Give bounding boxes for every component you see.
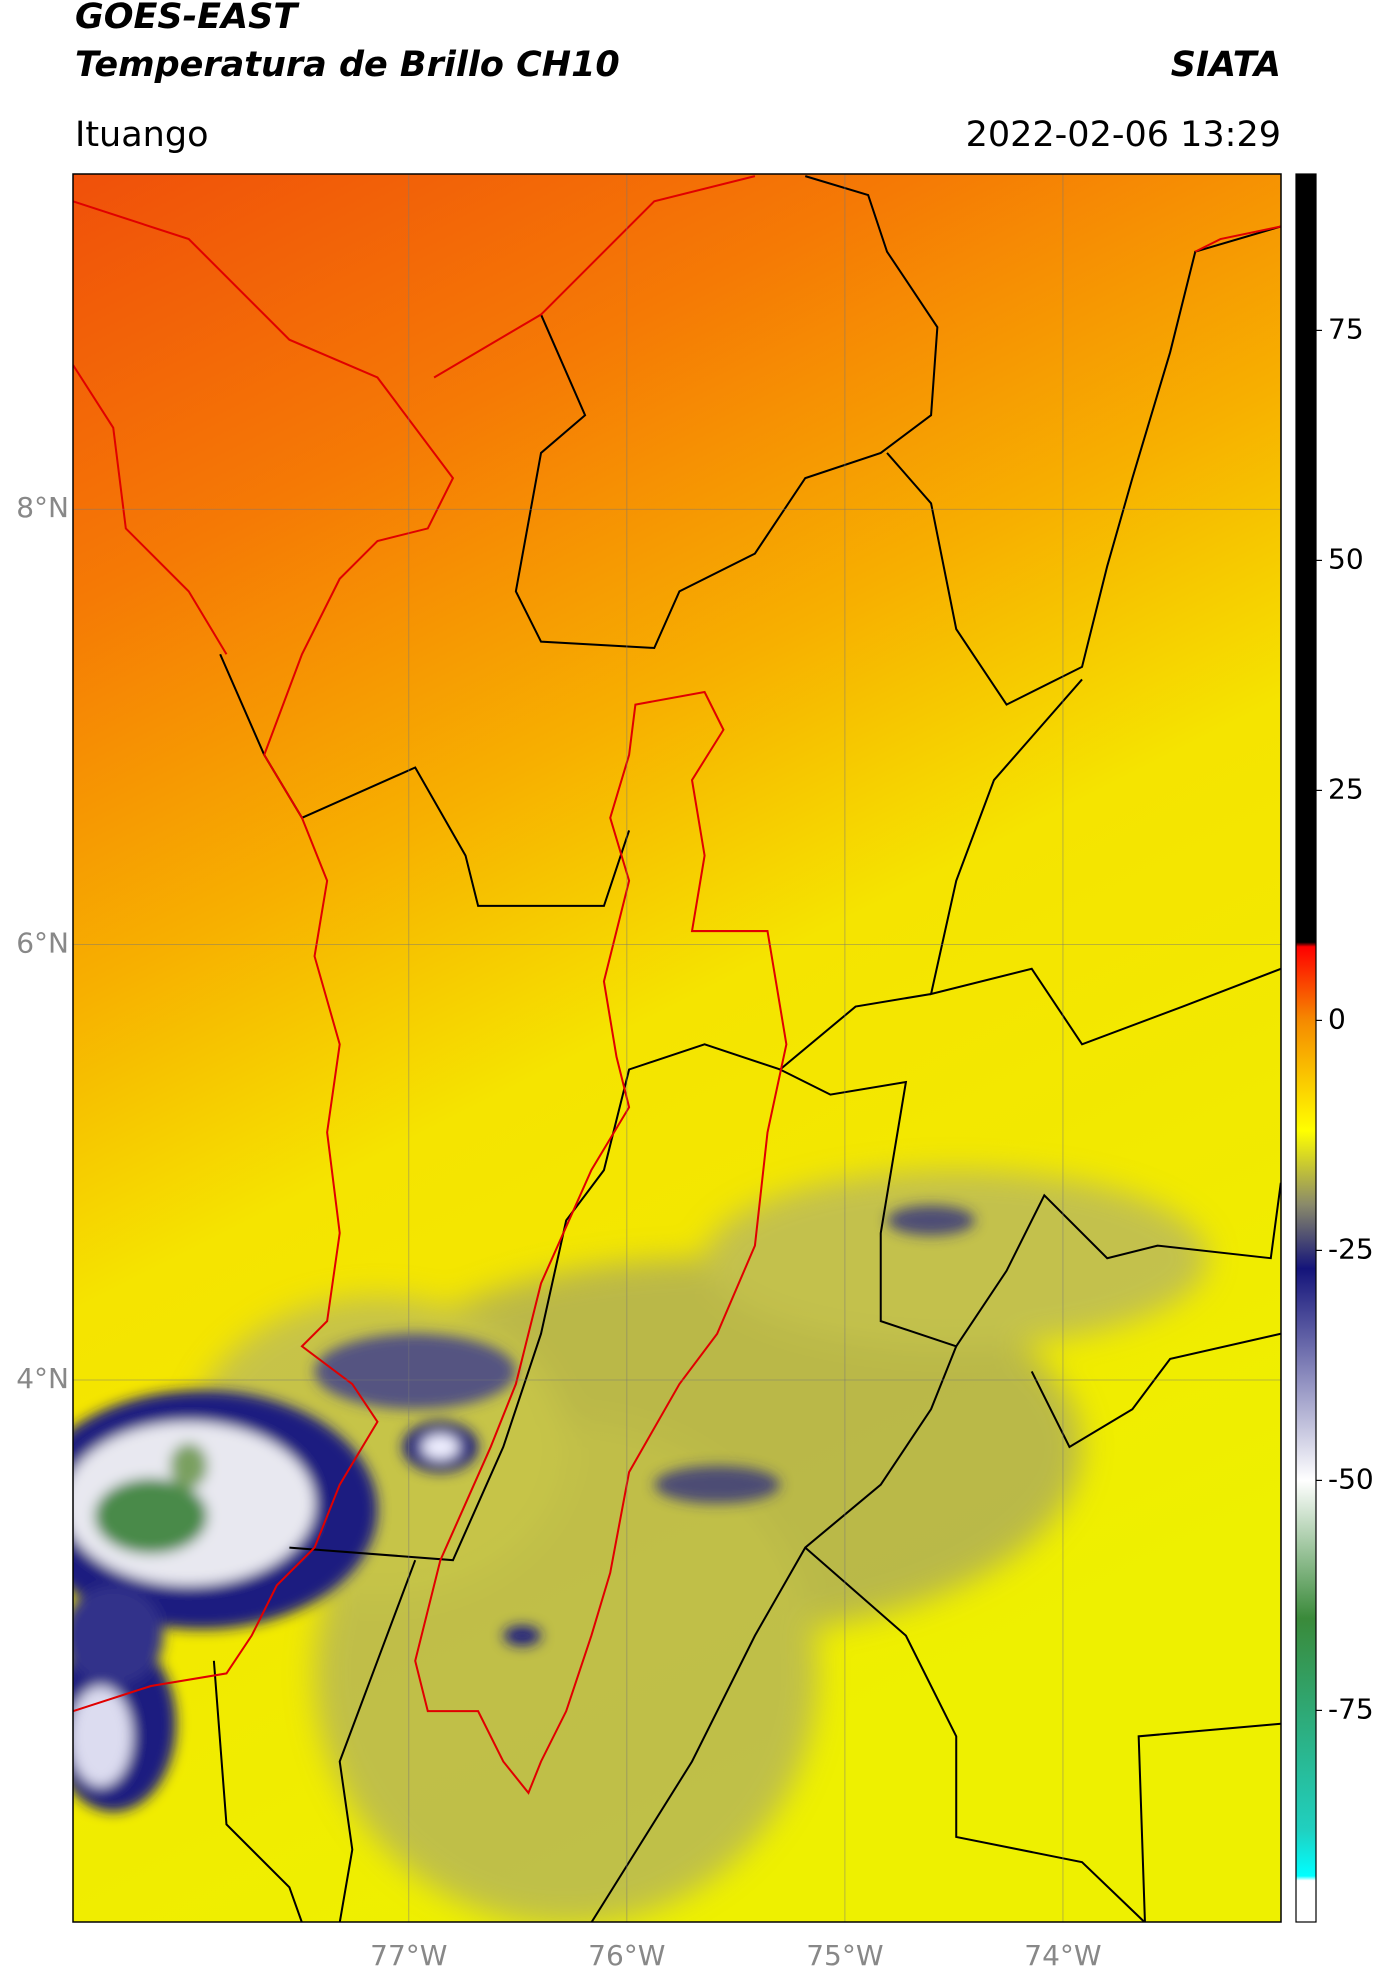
source: SIATA (1171, 45, 1281, 85)
x-tick-label: 77°W (370, 1939, 447, 1972)
location: Ituango (75, 115, 209, 155)
datetime: 2022-02-06 13:29 (966, 115, 1281, 155)
title: GOES-EAST (75, 0, 300, 37)
subtitle: Temperatura de Brillo CH10 (75, 45, 620, 85)
grid (73, 174, 1281, 1922)
y-tick-label: 6°N (16, 927, 69, 960)
map-image (73, 174, 1281, 1922)
y-tick-label: 8°N (16, 491, 69, 524)
colorbar-tick-label: -25 (1328, 1232, 1374, 1265)
colorbar-tick-label: 0 (1328, 1002, 1346, 1035)
x-tick-label: 74°W (1024, 1939, 1101, 1972)
colorbar-tick-label: -50 (1328, 1462, 1374, 1495)
y-tick-label: 4°N (16, 1362, 69, 1395)
colorbar (1295, 173, 1317, 1923)
colorbar-tick-label: -75 (1328, 1692, 1374, 1725)
x-tick-label: 76°W (588, 1939, 665, 1972)
colorbar-tick-label: 75 (1328, 312, 1364, 345)
map-frame (72, 173, 1282, 1923)
x-tick-label: 75°W (806, 1939, 883, 1972)
colorbar-tick-label: 25 (1328, 772, 1364, 805)
colorbar-tick-label: 50 (1328, 542, 1364, 575)
